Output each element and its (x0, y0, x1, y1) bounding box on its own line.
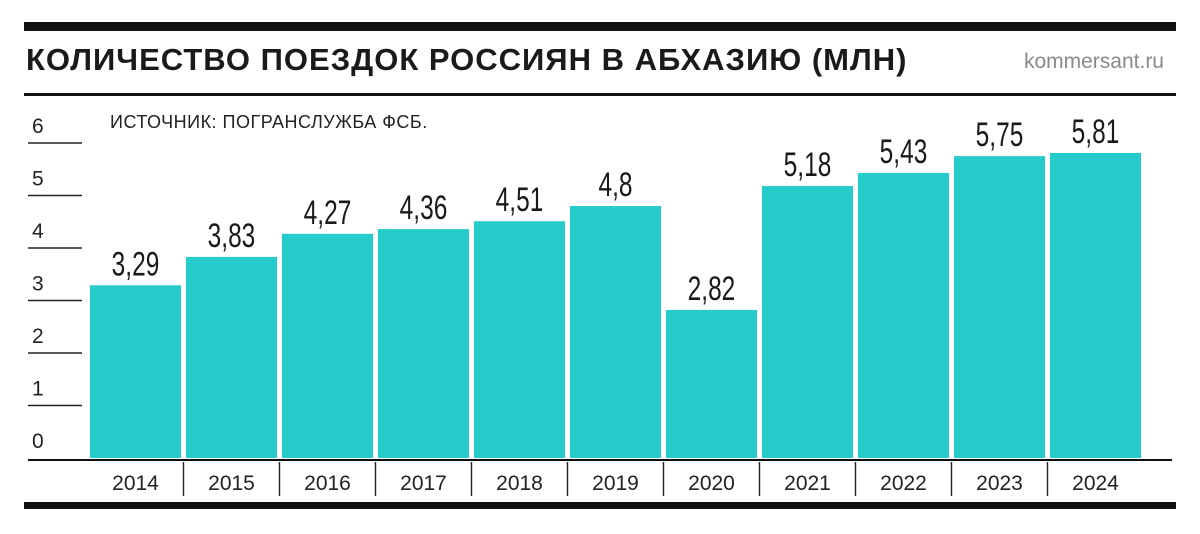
bar (570, 206, 661, 458)
title-rule (24, 93, 1176, 96)
x-tick-label: 2022 (880, 472, 927, 495)
y-tick-label: 2 (32, 325, 44, 348)
bar (378, 229, 469, 458)
x-tick-label: 2019 (592, 472, 639, 495)
y-tick-label: 0 (32, 430, 44, 453)
y-tick-label: 6 (32, 115, 44, 138)
bar (282, 233, 373, 458)
bar-value-label: 5,75 (976, 116, 1024, 154)
source-note: ИСТОЧНИК: ПОГРАНСЛУЖБА ФСБ. (110, 112, 428, 132)
x-tick-label: 2024 (1072, 472, 1119, 495)
bar (858, 172, 949, 459)
y-tick-label: 4 (32, 220, 44, 243)
bar-value-label: 4,27 (304, 194, 352, 232)
y-tick-label: 3 (32, 273, 44, 296)
chart-title: КОЛИЧЕСТВО ПОЕЗДОК РОССИЯН В АБХАЗИЮ (МЛ… (26, 42, 908, 77)
bar (666, 309, 757, 458)
x-tick-label: 2021 (784, 472, 831, 495)
bar (1050, 152, 1141, 458)
bar-value-label: 5,18 (784, 146, 832, 184)
bar-value-label: 4,51 (496, 181, 544, 219)
bar-value-label: 5,81 (1072, 113, 1120, 151)
x-tick-label: 2023 (976, 472, 1023, 495)
bottom-rule (24, 502, 1176, 509)
bar-value-label: 2,82 (688, 270, 736, 308)
top-rule (24, 22, 1176, 31)
x-tick-label: 2017 (400, 472, 447, 495)
x-tick-label: 2016 (304, 472, 351, 495)
y-tick-label: 5 (32, 168, 44, 191)
bar-value-label: 4,8 (598, 166, 632, 204)
x-tick-label: 2014 (112, 472, 159, 495)
bar (90, 285, 181, 458)
bar (474, 221, 565, 458)
bar (762, 186, 853, 459)
bar-value-label: 3,83 (208, 217, 256, 255)
brand-label: kommersant.ru (1023, 50, 1164, 73)
bar (954, 156, 1045, 458)
bar-value-label: 5,43 (880, 133, 928, 171)
x-tick-label: 2015 (208, 472, 255, 495)
y-tick-label: 1 (32, 378, 44, 401)
x-tick-label: 2018 (496, 472, 543, 495)
bar-value-label: 4,36 (400, 189, 448, 227)
bar-value-label: 3,29 (112, 245, 160, 283)
x-tick-label: 2020 (688, 472, 735, 495)
bar (186, 256, 277, 458)
